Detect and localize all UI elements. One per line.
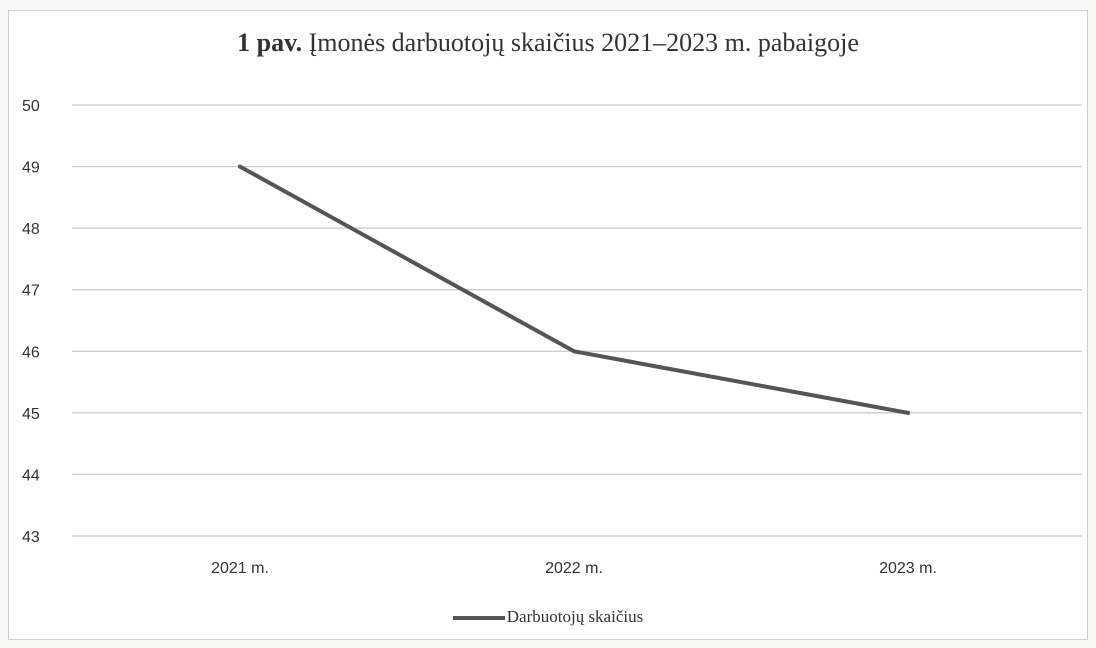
chart-frame [8,10,1088,640]
chart-title: 1 pav. Įmonės darbuotojų skaičius 2021–2… [0,28,1096,58]
y-tick-label: 46 [22,344,40,361]
y-tick-label: 50 [22,98,40,115]
chart-title-figure-number: 1 pav. [237,28,303,57]
x-tick-label: 2022 m. [545,560,603,577]
data-point [906,410,910,415]
x-tick-label: 2023 m. [879,560,937,577]
x-tick-label: 2021 m. [211,560,269,577]
y-tick-label: 43 [22,529,40,546]
data-point [572,349,576,354]
data-point [238,164,242,169]
y-tick-label: 48 [22,221,40,238]
y-tick-label: 47 [22,283,40,300]
chart-title-text: Įmonės darbuotojų skaičius 2021–2023 m. … [308,28,859,57]
legend-swatch [452,616,505,621]
y-tick-label: 45 [22,406,40,423]
y-tick-label: 44 [22,467,40,484]
legend-label: Darbuotojų skaičius [506,607,644,626]
legend: Darbuotojų skaičius [0,607,1096,627]
y-tick-label: 49 [22,160,40,177]
